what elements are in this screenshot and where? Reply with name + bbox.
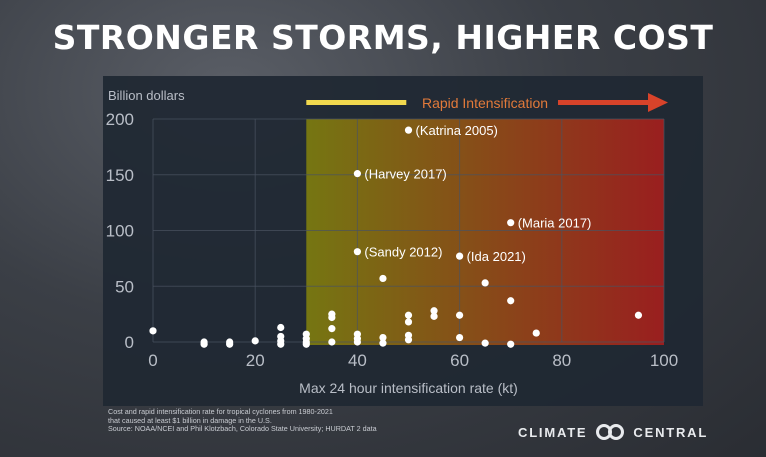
data-point bbox=[277, 323, 285, 332]
x-tick-label: 40 bbox=[348, 351, 367, 370]
data-point bbox=[379, 333, 387, 342]
data-point bbox=[507, 340, 515, 348]
data-point-annotated bbox=[353, 170, 361, 178]
data-point bbox=[456, 333, 464, 342]
data-point bbox=[277, 340, 285, 348]
y-tick-label: 50 bbox=[115, 277, 134, 296]
climate-central-logo: CLIMATE CENTRAL bbox=[518, 423, 708, 441]
data-point bbox=[302, 340, 310, 348]
data-point bbox=[532, 329, 540, 337]
x-axis-label: Max 24 hour intensification rate (kt) bbox=[299, 380, 518, 396]
data-point bbox=[430, 312, 438, 320]
x-tick-label: 100 bbox=[650, 351, 678, 370]
footnote: Cost and rapid intensification rate for … bbox=[108, 407, 377, 434]
point-annotation: (Harvey 2017) bbox=[364, 167, 446, 182]
arrow-shaft-left bbox=[306, 100, 407, 105]
data-point bbox=[149, 327, 157, 335]
data-point bbox=[481, 279, 489, 287]
arrow-shaft-right bbox=[558, 100, 648, 105]
rapid-intensification-region bbox=[306, 119, 664, 345]
data-point bbox=[328, 325, 336, 333]
data-point-annotated bbox=[456, 252, 464, 260]
data-point bbox=[379, 339, 387, 347]
logo-word-climate: CLIMATE bbox=[518, 424, 588, 440]
x-tick-label: 20 bbox=[246, 351, 265, 370]
y-tick-label: 100 bbox=[106, 222, 134, 241]
footnote-line-2: that caused at least $1 billion in damag… bbox=[108, 415, 272, 425]
chart-title: STRONGER STORMS, HIGHER COST bbox=[52, 18, 714, 57]
data-point bbox=[353, 338, 361, 346]
x-tick-label: 0 bbox=[148, 351, 157, 370]
data-point bbox=[404, 318, 413, 326]
data-point bbox=[404, 336, 413, 344]
x-tick-label: 80 bbox=[552, 351, 571, 370]
footnote-line-1: Cost and rapid intensification rate for … bbox=[108, 407, 333, 416]
data-point bbox=[507, 297, 515, 305]
footnote-source: Source: NOAA/NCEI and Phil Klotzbach, Co… bbox=[108, 424, 377, 433]
y-tick-label: 0 bbox=[125, 333, 134, 352]
data-point bbox=[379, 274, 387, 283]
x-tick-label: 60 bbox=[450, 351, 469, 370]
data-point bbox=[328, 313, 336, 322]
arrow-head bbox=[648, 93, 668, 112]
data-point bbox=[251, 337, 259, 345]
data-point bbox=[456, 311, 464, 319]
point-annotation: (Ida 2021) bbox=[467, 249, 526, 264]
data-point bbox=[481, 339, 489, 347]
point-annotation: (Katrina 2005) bbox=[416, 123, 498, 138]
logo-rings-icon bbox=[596, 424, 625, 440]
point-annotation: (Maria 2017) bbox=[518, 216, 592, 231]
data-point bbox=[200, 340, 208, 348]
data-point-annotated bbox=[507, 219, 515, 227]
point-annotation: (Sandy 2012) bbox=[364, 245, 442, 260]
data-point bbox=[328, 338, 336, 346]
rapid-intensification-label: Rapid Intensification bbox=[422, 95, 548, 111]
y-tick-label: 150 bbox=[106, 166, 134, 185]
y-axis-label: Billion dollars bbox=[108, 88, 185, 103]
data-point-annotated bbox=[353, 248, 361, 256]
data-point bbox=[430, 307, 438, 315]
data-point bbox=[404, 311, 413, 319]
logo-word-central: CENTRAL bbox=[633, 424, 709, 440]
data-point bbox=[634, 311, 643, 319]
data-point-annotated bbox=[404, 126, 413, 134]
y-tick-label: 200 bbox=[106, 110, 134, 129]
data-point bbox=[226, 340, 234, 348]
